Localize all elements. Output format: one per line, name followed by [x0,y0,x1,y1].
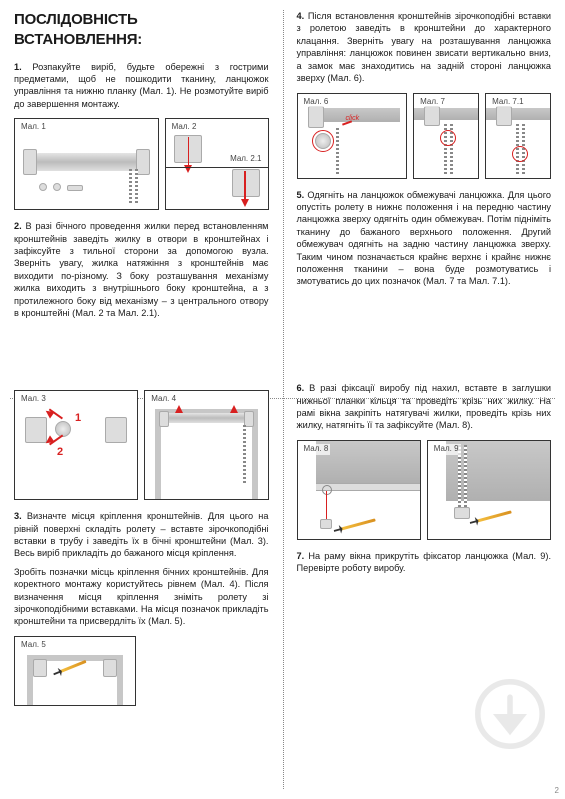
fig-6-label: Мал. 6 [302,97,331,108]
step-7-text: На раму вікна прикрутіть фіксатор ланцюж… [297,551,552,573]
figure-8: Мал. 8 [297,440,421,540]
step-3-text: Визначте місця кріплення кронштейнів. Дл… [14,511,269,558]
step-3b: Зробіть позначки місць кріплення бічних … [14,566,269,628]
fig-row-1: Мал. 1 Мал. 2 Мал. 2.1 [14,118,269,210]
vertical-divider [283,10,284,789]
step-1: 1. Розпакуйте виріб, будьте обережні з г… [14,61,269,111]
step-6-num: 6. [297,383,305,393]
step-3: 3. Визначте місця кріплення кронштейнів.… [14,510,269,560]
quadrant-top-right: 4. Після встановлення кронштейнів зірочк… [283,0,565,372]
fig-5-label: Мал. 5 [19,640,48,651]
figure-4: Мал. 4 [144,390,268,500]
fig-3-art: 2 1 [15,391,137,499]
step-5-num: 5. [297,190,305,200]
fig-9-label: Мал. 9 [432,444,461,455]
figure-7: Мал. 7 [413,93,479,179]
instruction-page: ПОСЛІДОВНІСТЬ ВСТАНОВЛЕННЯ: 1. Розпакуйт… [0,0,565,799]
fig-4-label: Мал. 4 [149,394,178,405]
quadrant-bottom-left: Мал. 3 2 1 Мал. 4 [0,372,283,762]
fig-71-label: Мал. 7.1 [490,97,525,108]
figure-1: Мал. 1 [14,118,159,210]
fig-8-art [298,441,420,539]
bracket-num-2: 2 [57,445,63,460]
figure-71: Мал. 7.1 [485,93,551,179]
step-2: 2. В разі бічного проведення жилки перед… [14,220,269,319]
fig-7-label: Мал. 7 [418,97,447,108]
figure-2-21: Мал. 2 Мал. 2.1 [165,118,269,210]
fig-9-art [428,441,550,539]
fig-1-label: Мал. 1 [19,122,48,133]
page-title: ПОСЛІДОВНІСТЬ ВСТАНОВЛЕННЯ: [14,10,269,51]
figure-5: Мал. 5 [14,636,136,706]
step-3-num: 3. [14,511,22,521]
fig-row-3: Мал. 3 2 1 Мал. 4 [14,390,269,500]
fig-row-5: Мал. 8 Мал. 9 [297,440,552,540]
step-5: 5. Одягніть на ланцюжок обмежувачі ланцю… [297,189,552,288]
step-2-text: В разі бічного проведення жилки перед вс… [14,221,269,318]
quadrant-top-left: ПОСЛІДОВНІСТЬ ВСТАНОВЛЕННЯ: 1. Розпакуйт… [0,0,283,372]
step-6: 6. В разі фіксації виробу під нахил, вст… [297,382,552,432]
step-4-num: 4. [297,11,305,21]
fig-21-label: Мал. 2.1 [228,154,263,165]
fig-row-2: Мал. 6 click Мал. 7 [297,93,552,179]
figure-3: Мал. 3 2 1 [14,390,138,500]
step-4: 4. Після встановлення кронштейнів зірочк… [297,10,552,85]
step-1-num: 1. [14,62,22,72]
step-6-text: В разі фіксації виробу під нахил, вставт… [297,383,552,430]
figure-6: Мал. 6 click [297,93,408,179]
step-3b-text: Зробіть позначки місць кріплення бічних … [14,567,269,627]
fig-4-art [145,391,267,499]
fig-3-label: Мал. 3 [19,394,48,405]
fig-2-label: Мал. 2 [170,122,199,133]
step-2-num: 2. [14,221,22,231]
figure-9: Мал. 9 [427,440,551,540]
step-5-text: Одягніть на ланцюжок обмежувачі ланцюжка… [297,190,552,287]
watermark-icon [475,679,545,749]
step-4-text: Після встановлення кронштейнів зірочкопо… [297,11,552,83]
step-1-text: Розпакуйте виріб, будьте обережні з гост… [14,62,269,109]
fig-8-label: Мал. 8 [302,444,331,455]
page-number: 2 [555,786,559,795]
fig-row-4: Мал. 5 [14,636,269,706]
step-7: 7. На раму вікна прикрутіть фіксатор лан… [297,550,552,575]
bracket-num-1: 1 [75,411,81,426]
step-7-num: 7. [297,551,305,561]
